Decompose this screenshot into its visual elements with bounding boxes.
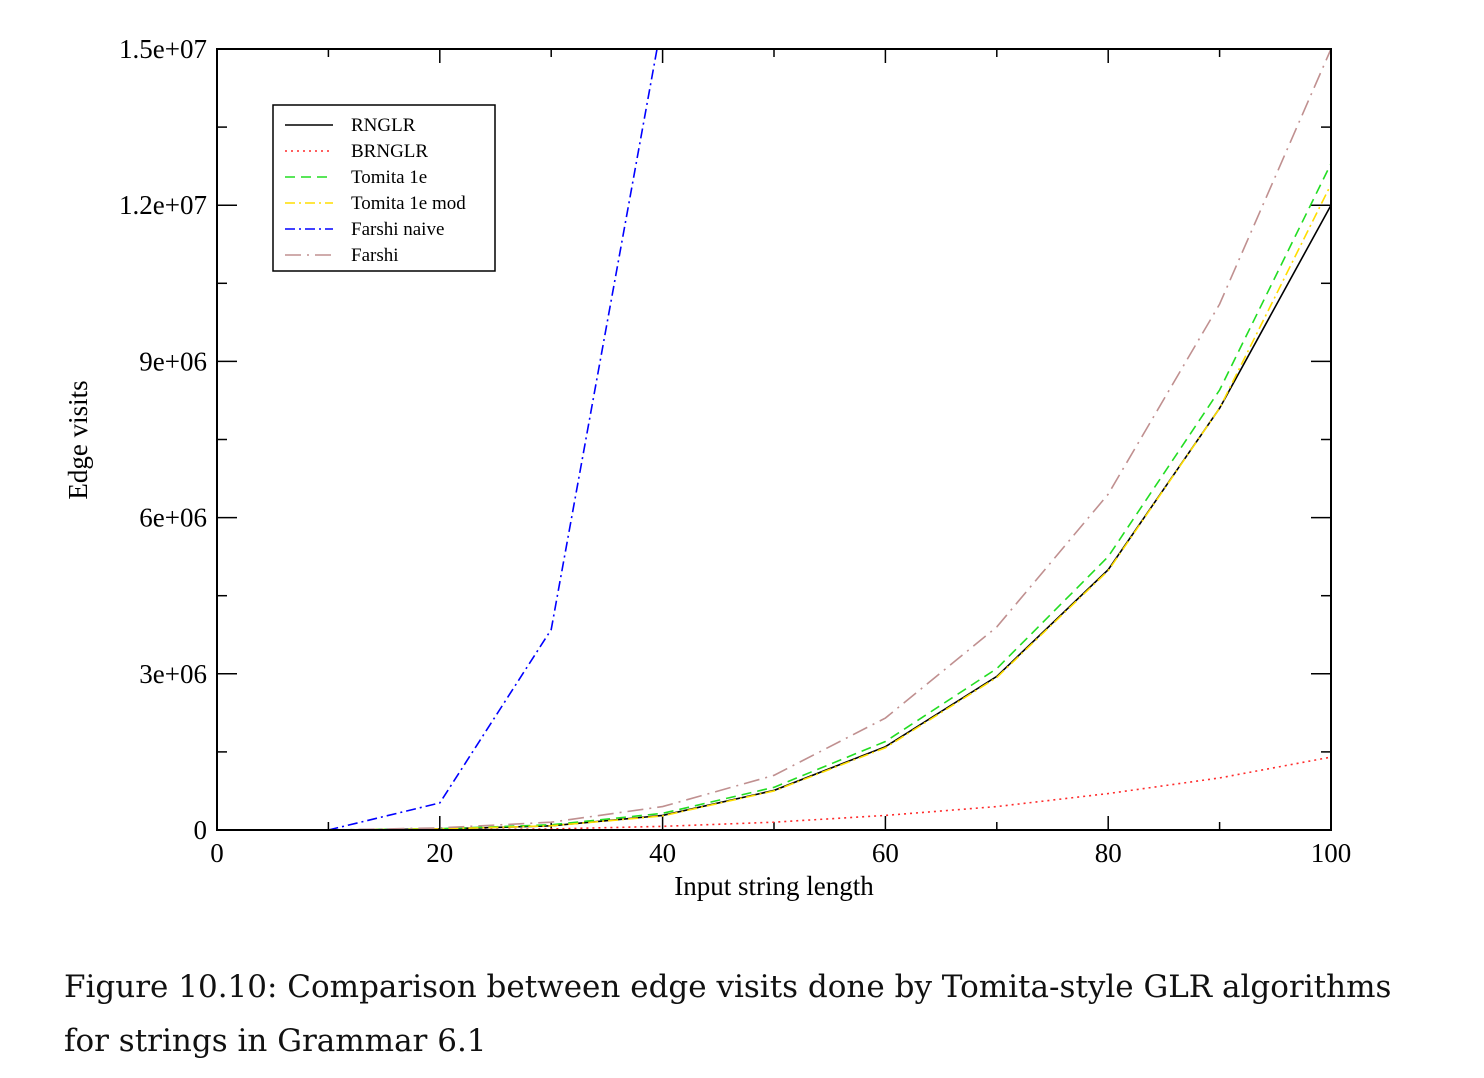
series-line-farshi xyxy=(328,49,1331,830)
legend-label: BRNGLR xyxy=(351,141,428,162)
x-tick-label: 20 xyxy=(426,838,453,868)
series-line-rnglr xyxy=(328,204,1331,830)
x-tick-label: 60 xyxy=(872,838,899,868)
y-tick-label: 1.2e+07 xyxy=(119,190,207,220)
legend-label: Tomita 1e mod xyxy=(351,193,466,214)
legend-label: Farshi xyxy=(351,245,399,266)
y-tick-label: 0 xyxy=(194,815,208,845)
x-tick-label: 100 xyxy=(1311,838,1352,868)
tick-labels: 0 20 40 60 80 100 0 3e+06 6e+06 9e+06 1.2e+07 1.5e+… xyxy=(119,34,1351,868)
y-axis-title: Edge visits xyxy=(63,380,93,499)
figure-caption: Figure 10.10: Comparison between edge vi… xyxy=(64,969,1392,1059)
x-axis-title: Input string length xyxy=(674,871,874,901)
y-tick-label: 3e+06 xyxy=(139,659,207,689)
legend-label: RNGLR xyxy=(351,115,416,136)
legend-label: Farshi naive xyxy=(351,219,444,240)
x-tick-label: 80 xyxy=(1095,838,1122,868)
series-line-farshi-naive xyxy=(328,49,658,830)
x-tick-label: 40 xyxy=(649,838,676,868)
legend-label: Tomita 1e xyxy=(351,167,427,188)
x-tick-label: 0 xyxy=(210,838,224,868)
series-line-tomita-1e-mod xyxy=(328,184,1331,830)
plot-frame xyxy=(216,48,1332,831)
y-tick-label: 6e+06 xyxy=(139,503,207,533)
legend: RNGLR BRNGLR Tomita 1e Tomita 1e mod Farshi … xyxy=(272,104,496,272)
legend-box xyxy=(272,104,496,272)
line-chart: 0 20 40 60 80 100 0 3e+06 6e+06 9e+06 1.2e+07 1.5e+… xyxy=(63,34,1351,901)
y-tick-label: 9e+06 xyxy=(139,346,207,376)
series-layer xyxy=(328,49,1331,830)
y-tick-label: 1.5e+07 xyxy=(119,34,207,64)
